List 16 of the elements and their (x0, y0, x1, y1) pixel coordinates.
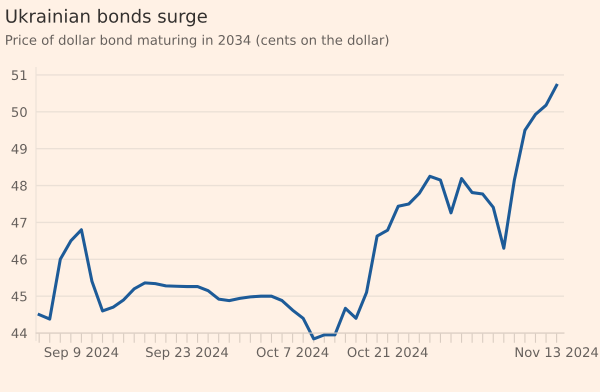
y-tick-label: 46 (12, 254, 27, 264)
y-tick-label: 47 (12, 218, 27, 228)
chart-title: Ukrainian bonds surge (6, 8, 207, 26)
y-tick-label: 49 (12, 144, 27, 154)
x-tick-label: Sep 9 2024 (44, 347, 118, 360)
line-series (38, 84, 558, 340)
y-tick-label: 50 (12, 107, 27, 118)
x-tick-label: Sep 23 2024 (146, 347, 228, 360)
y-tick-label: 48 (12, 180, 27, 191)
chart-subtitle: Price of dollar bond maturing in 2034 (cents on the dollar) (6, 34, 388, 48)
x-tick-label: Oct 7 2024 (256, 347, 328, 358)
y-tick-label: 45 (12, 292, 27, 302)
x-tick-label: Nov 13 2024 (516, 347, 598, 358)
x-tick-label: Oct 21 2024 (348, 347, 428, 358)
y-tick-label: 44 (12, 328, 27, 338)
y-tick-label: 51 (12, 70, 26, 80)
